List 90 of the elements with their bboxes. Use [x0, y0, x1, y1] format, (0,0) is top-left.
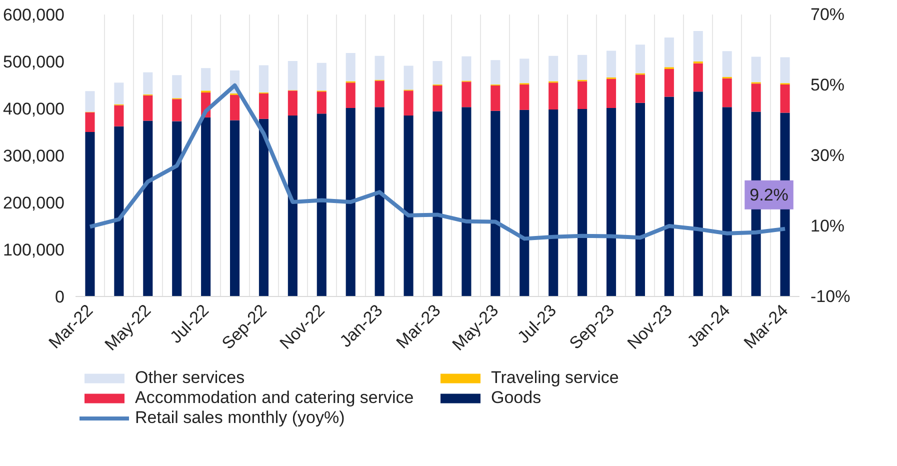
bar	[548, 109, 558, 296]
bar	[172, 121, 182, 296]
bar	[346, 108, 356, 296]
bar	[490, 85, 500, 111]
bar	[520, 58, 530, 84]
bar	[635, 74, 645, 103]
bar	[114, 82, 124, 104]
data-label: 9.2%	[750, 185, 788, 204]
y-tick-label: 100,000	[3, 240, 64, 260]
bar	[432, 111, 442, 296]
y-tick-label: 0	[55, 288, 65, 306]
bar	[346, 82, 356, 108]
bar	[201, 117, 211, 296]
bar	[374, 80, 384, 108]
bar	[548, 82, 558, 110]
y2-tick-label: 50%	[810, 76, 845, 94]
bar	[606, 78, 616, 108]
bar	[664, 96, 674, 296]
legend-label: Other services	[135, 368, 246, 388]
bar	[288, 90, 298, 116]
bar	[520, 84, 530, 110]
y2-tick-label: -10%	[810, 287, 850, 306]
y2-tick-label: 70%	[810, 5, 845, 24]
bar	[578, 81, 588, 109]
bar	[432, 61, 442, 85]
bar	[143, 120, 153, 296]
bar	[201, 68, 211, 91]
legend-label: Retail sales monthly (yoy%)	[135, 408, 346, 428]
bar	[316, 92, 326, 114]
bar	[635, 102, 645, 296]
bar	[143, 72, 153, 94]
y2-tick-label: 10%	[810, 216, 845, 236]
bar	[316, 62, 326, 91]
bar	[258, 118, 269, 296]
y2-tick-label: 30%	[810, 146, 845, 165]
bar	[664, 69, 674, 97]
bar	[520, 110, 530, 296]
line-series	[88, 83, 788, 241]
bar	[722, 107, 732, 296]
bar	[258, 65, 269, 93]
bar	[288, 61, 298, 90]
bar	[462, 56, 472, 81]
bar	[751, 56, 761, 82]
bar	[693, 63, 703, 92]
bar	[432, 85, 442, 112]
bar	[664, 38, 674, 68]
bar	[722, 51, 732, 78]
bar	[548, 56, 558, 82]
bar	[490, 60, 500, 85]
bar	[288, 116, 298, 296]
bar	[85, 91, 95, 112]
bar	[85, 112, 95, 132]
bar	[606, 108, 616, 296]
bar	[230, 120, 240, 296]
y-tick-label: 400,000	[3, 100, 64, 118]
bar	[751, 84, 761, 112]
bar	[693, 92, 703, 296]
legend-label: Goods	[491, 388, 542, 408]
bar	[230, 94, 240, 120]
bar	[404, 90, 414, 116]
bar	[490, 110, 500, 296]
y-tick-label: 300,000	[3, 146, 64, 166]
bar	[316, 114, 326, 296]
bar	[114, 126, 124, 296]
bar	[85, 132, 95, 296]
bar	[578, 54, 588, 80]
y-tick-label: 500,000	[3, 52, 64, 72]
legend-label: Traveling service	[491, 368, 620, 388]
bar	[722, 78, 732, 108]
bar	[404, 116, 414, 296]
bar	[693, 30, 703, 62]
bar	[780, 57, 790, 84]
bar	[143, 95, 153, 121]
bar	[346, 53, 356, 82]
bar	[635, 44, 645, 74]
bar	[404, 66, 414, 90]
bar	[578, 108, 588, 296]
legend-label: Accommodation and catering service	[135, 388, 415, 408]
bar	[114, 105, 124, 126]
bar	[258, 93, 269, 119]
bar	[374, 56, 384, 80]
bar	[462, 82, 472, 108]
y-tick-label: 600,000	[3, 6, 64, 24]
bar	[780, 84, 790, 113]
bar	[606, 50, 616, 78]
bar	[462, 107, 472, 296]
y-tick-label: 200,000	[3, 194, 64, 212]
bar	[172, 75, 182, 98]
bar	[374, 107, 384, 296]
bar	[172, 99, 182, 122]
